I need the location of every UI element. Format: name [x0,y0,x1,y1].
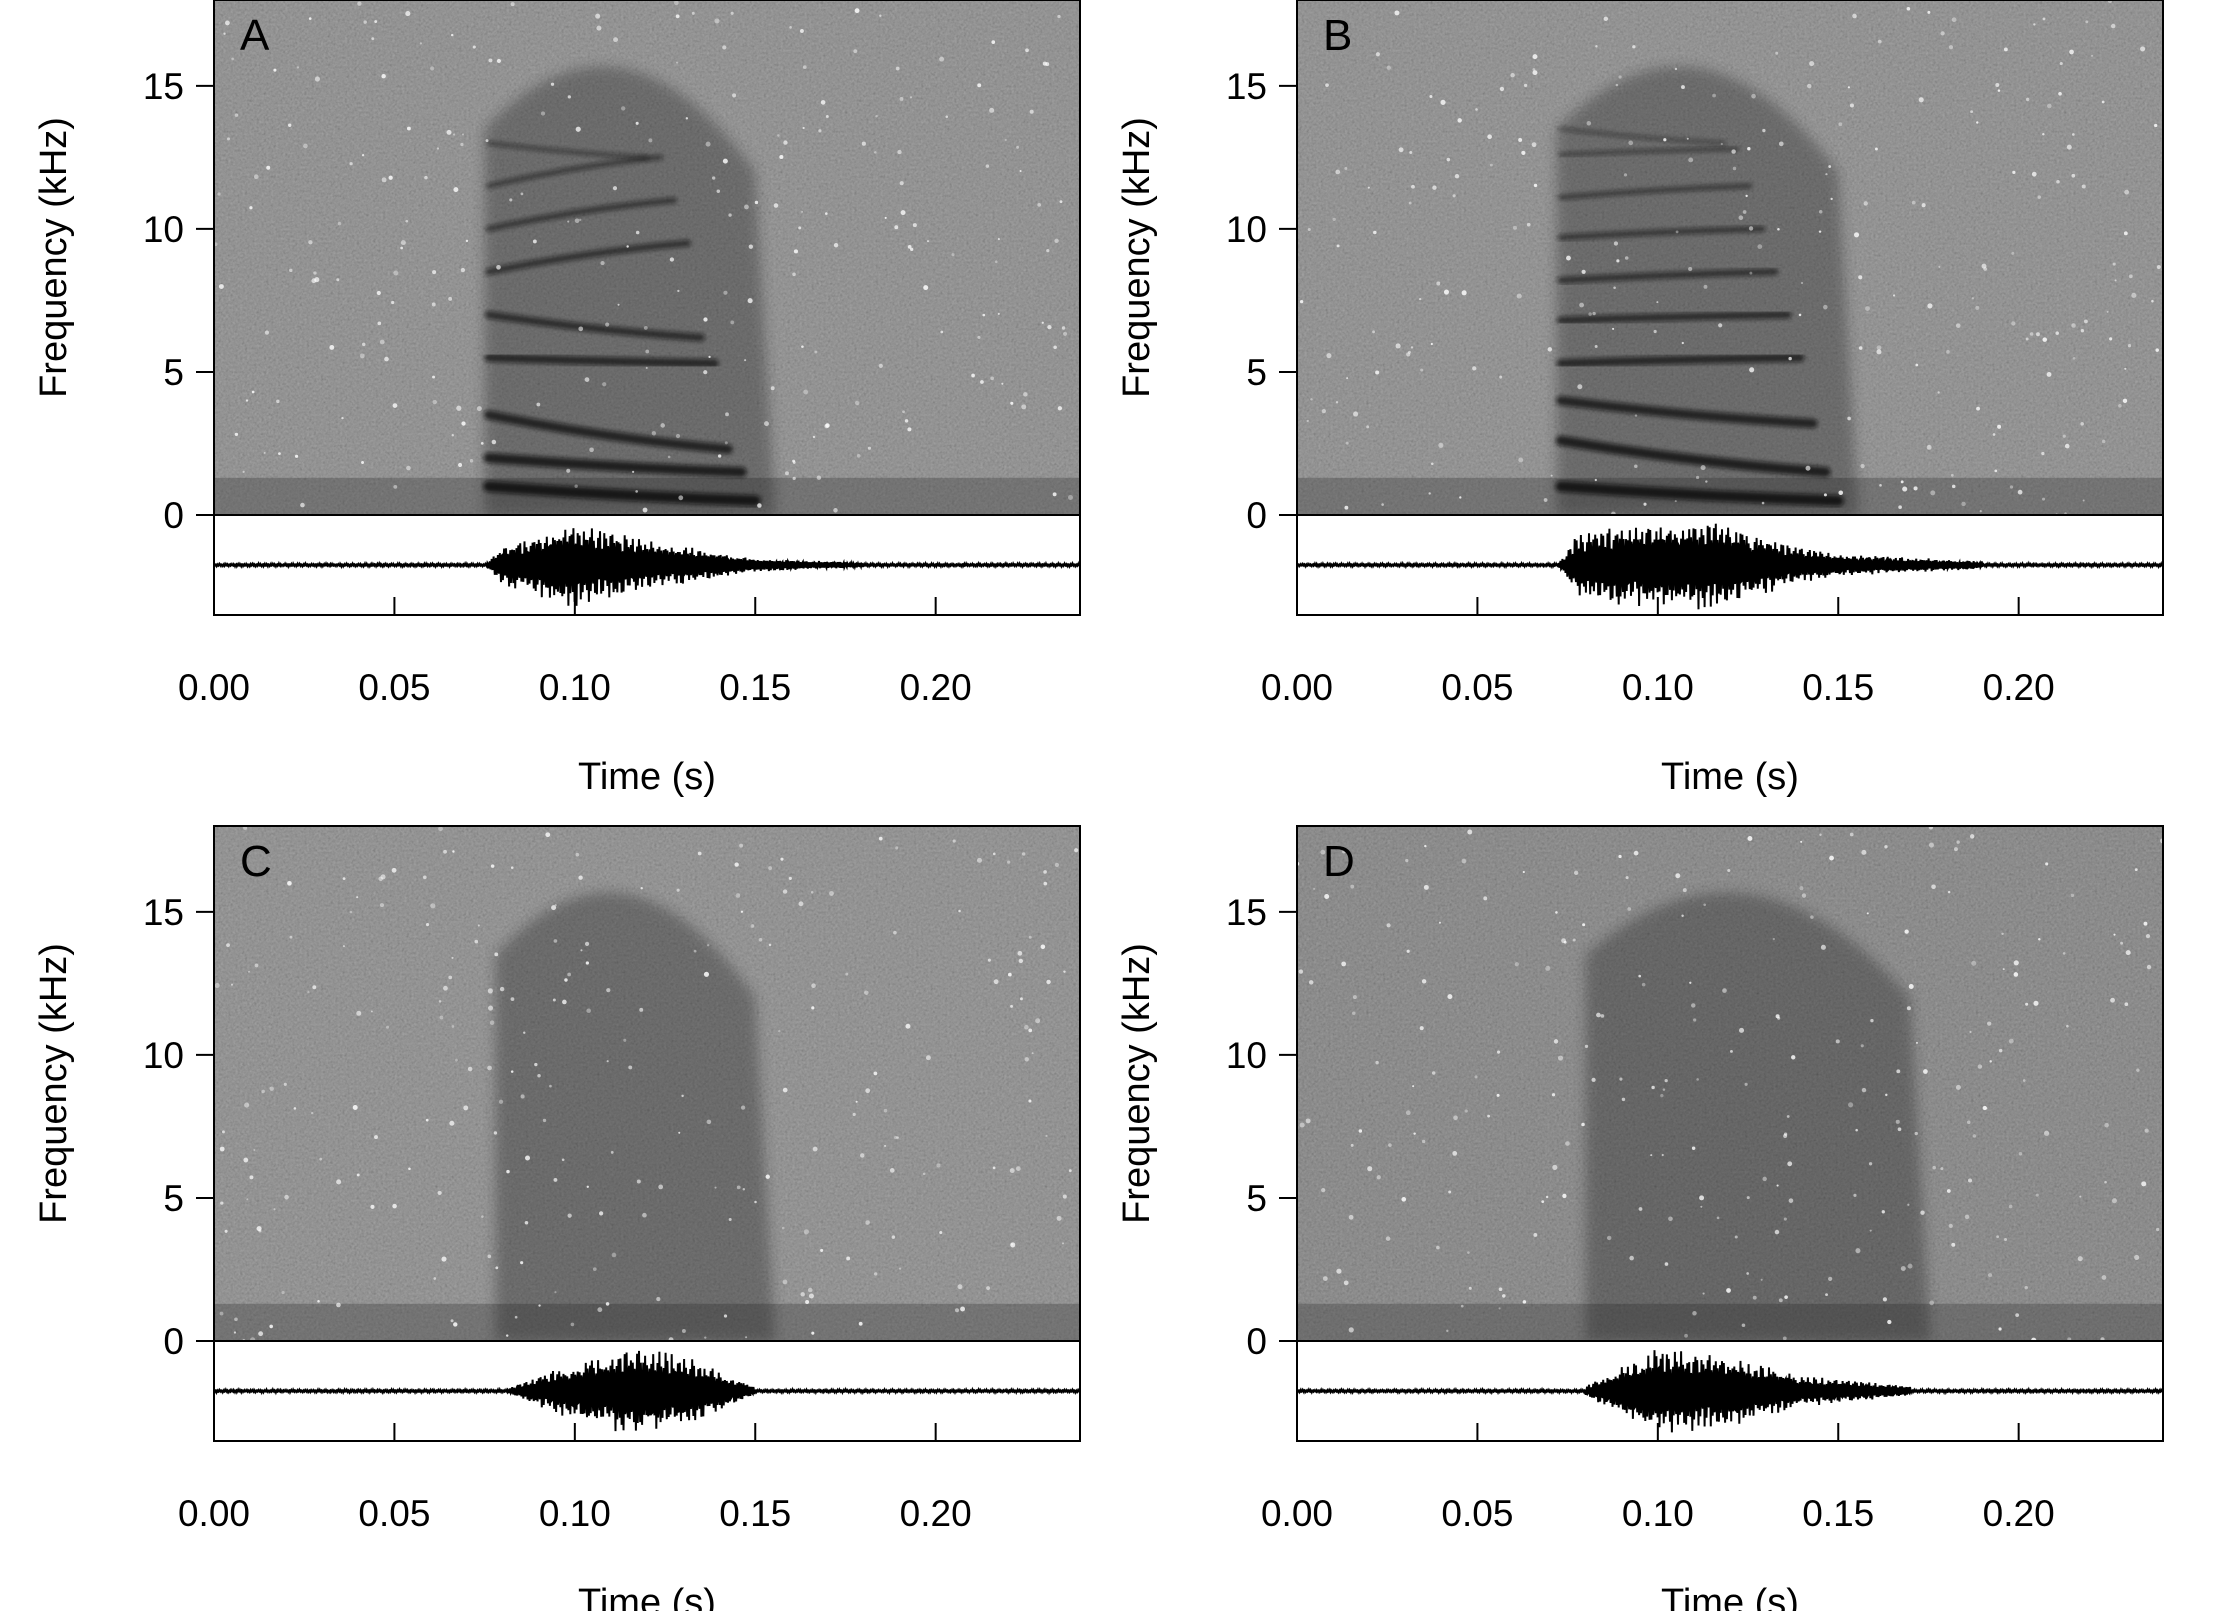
panel-label: B [1323,11,1352,60]
y-tick-label: 10 [143,1035,184,1076]
waveform-trace [213,528,1081,606]
x-tick-label: 0.15 [1802,667,1874,708]
harmonic-7 [485,197,678,232]
y-axis: 0 5 10 15 Frequency (kHz) [1116,66,1297,536]
y-axis-label: Frequency (kHz) [33,943,75,1224]
harmonic-7 [1557,225,1766,241]
y-tick-label: 5 [163,1178,184,1219]
x-axis: 0.00 0.05 0.10 0.15 0.20 Time (s) [178,1423,972,1611]
x-axis: 0.00 0.05 0.10 0.15 0.20 Time (s) [1261,597,2055,798]
y-tick-label: 10 [1226,1035,1267,1076]
x-tick-label: 0.15 [1802,1493,1874,1534]
x-tick-label: 0.10 [1622,667,1694,708]
x-tick-label: 0.20 [900,667,972,708]
harmonic-9 [1558,146,1740,157]
panel-d: 0 5 10 15 Frequency (kHz) 0.00 0.05 0.10 0.15 0.2… [1116,825,2164,1611]
y-axis: 0 5 10 15 Frequency (kHz) [33,66,214,536]
x-axis-label: Time (s) [578,1582,716,1611]
y-tick-label: 0 [163,495,184,536]
harmonic-9 [486,140,650,160]
x-axis-label: Time (s) [1661,1582,1799,1611]
harmonics [1584,1036,1916,1333]
y-tick-label: 15 [1226,66,1267,107]
x-tick-label: 0.15 [719,1493,791,1534]
harmonic-8 [1558,183,1753,201]
y-axis-label: Frequency (kHz) [1116,117,1158,398]
x-tick-label: 0.20 [1983,1493,2055,1534]
x-axis: 0.00 0.05 0.10 0.15 0.20 Time (s) [178,597,972,798]
harmonics [1555,126,1844,507]
y-tick-label: 5 [1246,352,1267,393]
harmonic-5 [1556,310,1792,325]
x-axis-label: Time (s) [578,756,716,798]
x-tick-label: 0.20 [900,1493,972,1534]
y-tick-label: 15 [143,66,184,107]
y-axis-label: Frequency (kHz) [33,117,75,398]
x-tick-label: 0.00 [1261,1493,1333,1534]
waveform-trace [213,1350,1081,1432]
harmonics [493,1137,761,1333]
x-tick-label: 0.15 [719,667,791,708]
harmonic-4 [1556,353,1805,368]
x-axis-label: Time (s) [1661,756,1799,798]
y-axis: 0 5 10 15 Frequency (kHz) [1116,892,1297,1362]
waveform-trace [1296,523,2164,610]
harmonic-3 [1556,395,1818,429]
harmonic-1 [483,480,761,507]
x-tick-label: 0.10 [1622,1493,1694,1534]
harmonic-8 [485,154,664,189]
spectrogram-image [1297,826,2163,1341]
x-tick-label: 0.00 [178,667,250,708]
x-tick-label: 0.00 [178,1493,250,1534]
y-tick-label: 5 [1246,1178,1267,1219]
y-tick-label: 0 [1246,1321,1267,1362]
harmonic-2 [1555,435,1831,478]
harmonic-1 [1555,480,1844,507]
y-tick-label: 0 [163,1321,184,1362]
spectrogram-image [214,0,1080,515]
x-tick-label: 0.10 [539,667,611,708]
y-tick-label: 15 [143,892,184,933]
x-tick-label: 0.05 [1441,667,1513,708]
harmonic-3 [483,410,733,454]
y-axis: 0 5 10 15 Frequency (kHz) [33,892,214,1362]
call-energy [484,66,776,515]
x-tick-label: 0.05 [1441,1493,1513,1534]
x-tick-label: 0.05 [358,1493,430,1534]
harmonic-10 [1558,126,1727,146]
x-tick-label: 0.20 [1983,667,2055,708]
call-energy [1585,892,1931,1341]
y-axis-label: Frequency (kHz) [1116,943,1158,1224]
call-energy [1556,66,1859,515]
x-axis: 0.00 0.05 0.10 0.15 0.20 Time (s) [1261,1423,2055,1611]
spectrogram-image [214,826,1080,1341]
waveform-trace [1296,1350,2164,1433]
harmonic-6 [485,239,692,276]
x-tick-label: 0.10 [539,1493,611,1534]
panel-label: C [240,837,272,886]
x-tick-label: 0.00 [1261,667,1333,708]
harmonic-5 [484,310,706,342]
harmonic-2 [483,452,747,478]
harmonic-6 [1557,268,1779,284]
panel-a: 0 5 10 15 Frequency (kHz) 0.00 0.05 0.10 0.15 0.2… [33,0,1081,798]
y-tick-label: 0 [1246,495,1267,536]
panel-c: 0 5 10 15 Frequency (kHz) 0.00 0.05 0.10 0.15 0.2… [33,825,1081,1611]
harmonic-4 [484,353,719,368]
x-tick-label: 0.05 [358,667,430,708]
harmonics [483,140,761,507]
y-tick-label: 10 [1226,209,1267,250]
y-tick-label: 5 [163,352,184,393]
y-tick-label: 10 [143,209,184,250]
spectrogram-image [1297,0,2163,515]
panel-label: A [240,11,270,60]
panel-label: D [1323,837,1355,886]
y-tick-label: 15 [1226,892,1267,933]
panel-b: 0 5 10 15 Frequency (kHz) 0.00 0.05 0.10 0.15 0.2… [1116,0,2164,798]
